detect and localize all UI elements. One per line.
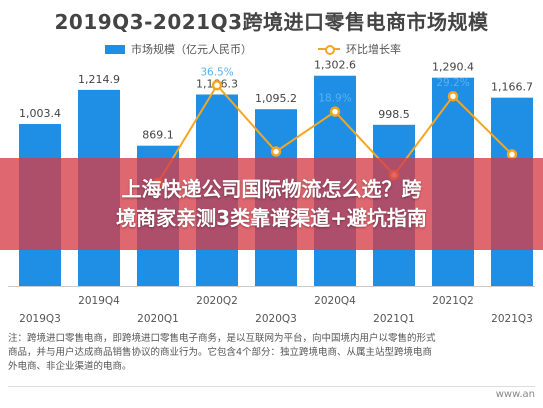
divider xyxy=(8,386,535,387)
legend-item-growth-rate: 环比增长率 xyxy=(318,41,401,57)
bar-value-label: 1,166.7 xyxy=(491,81,533,94)
x-tick-label: 2019Q3 xyxy=(19,313,61,325)
legend-item-market-size: 市场规模（亿元人民币） xyxy=(105,41,252,57)
footnote: 注：跨境进口零售电商，即跨境进口零售电子商务，是以互联网为平台，向中国境内用户以… xyxy=(8,332,535,374)
chart-title: 2019Q3-2021Q3跨境进口零售电商市场规模 xyxy=(54,10,489,34)
growth-point xyxy=(329,106,341,117)
x-tick-label: 2020Q2 xyxy=(196,295,238,307)
legend: 市场规模（亿元人民币） 环比增长率 xyxy=(0,41,543,57)
x-tick-label: 2019Q4 xyxy=(78,295,120,307)
bar-value-label: 1,214.9 xyxy=(78,73,120,86)
bar-value-label: 1,302.6 xyxy=(314,59,356,72)
x-tick-label: 2021Q1 xyxy=(373,313,415,325)
bar-value-label: 1,095.2 xyxy=(255,92,297,105)
x-tick-label: 2021Q2 xyxy=(432,295,474,307)
footnote-line-2: 商品，并与用户达成商品销售协议的商业行为。它包含4个部分：独立跨境电商、从属主站… xyxy=(8,347,433,358)
x-tick-label: 2020Q1 xyxy=(137,313,179,325)
legend-bar-swatch xyxy=(105,44,125,54)
bar-value-label: 1,290.4 xyxy=(432,61,474,74)
growth-value-label: 36.5% xyxy=(200,66,233,78)
legend-label-growth-rate: 环比增长率 xyxy=(346,43,401,56)
x-tick-label: 2020Q4 xyxy=(314,295,356,307)
growth-value-label: 18.9% xyxy=(318,93,351,105)
headline-banner: 上海快递公司国际物流怎么选？跨 境商家亲测3类靠谱渠道+避坑指南 xyxy=(0,158,543,250)
bar-value-label: 998.5 xyxy=(378,108,410,121)
x-tick-label: 2020Q3 xyxy=(255,313,297,325)
growth-value-label: 29.2% xyxy=(436,77,469,89)
legend-label-market-size: 市场规模（亿元人民币） xyxy=(131,43,252,56)
bar-value-label: 1,003.4 xyxy=(19,107,61,120)
banner-line-2: 境商家亲测3类靠谱渠道+避坑指南 xyxy=(116,206,427,230)
footnote-line-3: 外电商、非企业渠道的电商。 xyxy=(8,361,132,372)
banner-line-1: 上海快递公司国际物流怎么选？跨 xyxy=(121,177,422,201)
bar-value-label: 869.1 xyxy=(142,129,174,142)
x-tick-label: 2021Q3 xyxy=(491,313,533,325)
growth-point xyxy=(270,146,282,157)
footnote-line-1: 注：跨境进口零售电商，即跨境进口零售电子商务，是以互联网为平台，向中国境内用户以… xyxy=(8,333,436,344)
growth-point xyxy=(447,90,459,102)
legend-line-swatch xyxy=(318,44,340,55)
source-url: www.an xyxy=(495,389,535,400)
growth-point xyxy=(211,80,223,91)
